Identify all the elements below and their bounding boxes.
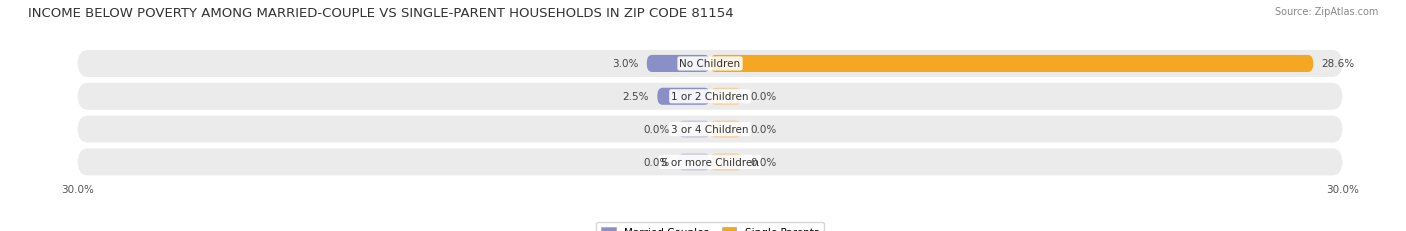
- FancyBboxPatch shape: [679, 154, 710, 171]
- Text: 3 or 4 Children: 3 or 4 Children: [671, 125, 749, 134]
- Legend: Married Couples, Single Parents: Married Couples, Single Parents: [596, 222, 824, 231]
- Text: 2.5%: 2.5%: [623, 92, 650, 102]
- FancyBboxPatch shape: [710, 56, 1313, 73]
- FancyBboxPatch shape: [658, 88, 710, 105]
- Text: 28.6%: 28.6%: [1322, 59, 1355, 69]
- FancyBboxPatch shape: [679, 121, 710, 138]
- FancyBboxPatch shape: [77, 149, 1343, 176]
- Text: 0.0%: 0.0%: [751, 157, 776, 167]
- Text: 0.0%: 0.0%: [751, 125, 776, 134]
- FancyBboxPatch shape: [710, 121, 742, 138]
- FancyBboxPatch shape: [710, 88, 742, 105]
- Text: No Children: No Children: [679, 59, 741, 69]
- Text: 1 or 2 Children: 1 or 2 Children: [671, 92, 749, 102]
- FancyBboxPatch shape: [77, 51, 1343, 78]
- FancyBboxPatch shape: [710, 154, 742, 171]
- Text: 5 or more Children: 5 or more Children: [661, 157, 759, 167]
- Text: 3.0%: 3.0%: [612, 59, 638, 69]
- Text: 0.0%: 0.0%: [644, 157, 671, 167]
- FancyBboxPatch shape: [77, 83, 1343, 110]
- Text: 0.0%: 0.0%: [751, 92, 776, 102]
- FancyBboxPatch shape: [77, 116, 1343, 143]
- Text: INCOME BELOW POVERTY AMONG MARRIED-COUPLE VS SINGLE-PARENT HOUSEHOLDS IN ZIP COD: INCOME BELOW POVERTY AMONG MARRIED-COUPL…: [28, 7, 734, 20]
- Text: Source: ZipAtlas.com: Source: ZipAtlas.com: [1274, 7, 1378, 17]
- FancyBboxPatch shape: [647, 56, 710, 73]
- Text: 0.0%: 0.0%: [644, 125, 671, 134]
